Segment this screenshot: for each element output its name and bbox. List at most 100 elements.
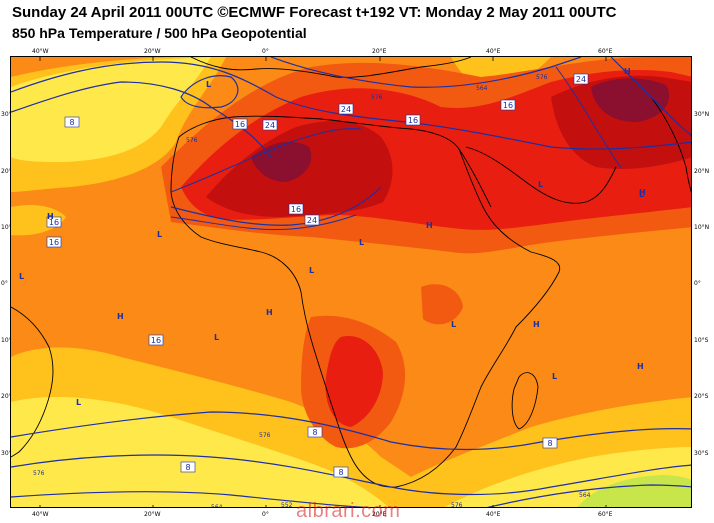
low-center: L [214,333,219,342]
lon-label-bottom: 40°E [486,511,501,518]
geopotential-label: 576 [451,502,463,508]
graticule-ticks [39,57,607,507]
isotherm-line [555,66,622,168]
lon-label-bottom: 20°W [144,511,161,518]
watermark: albrari.com [296,500,401,522]
india-coastline [650,96,691,193]
temp-label: 24 [576,75,586,84]
temp-field-0-8 [11,397,389,507]
lon-label-top: 40°E [486,48,501,55]
contour-line [180,75,239,109]
lat-label-left: 20°N [1,168,17,175]
contour-line [270,57,582,88]
temp-label: 16 [49,238,59,247]
geopotential-labels: 576 576 564 576 576 576 564 552 576 564 [33,74,591,508]
high-center: H [533,320,540,329]
low-center: L [157,230,162,239]
lon-label-bottom: 20°E [372,511,387,518]
lon-label-bottom: 40°W [32,511,49,518]
temp-label-box: 24 [338,103,354,115]
low-center: L [206,80,211,89]
temp-label-box: 8 [180,461,196,473]
temp-label: 24 [307,216,317,225]
temp-label: 16 [235,120,245,129]
lat-label-right: 20°N [694,168,710,175]
contour-line [11,61,691,150]
high-center: H [426,221,433,230]
temp-label-box: 16 [232,118,248,130]
temp-field-cool [577,475,691,507]
geopotential-label: 552 [281,502,293,508]
temp-field-24-28 [325,336,383,427]
lon-label-top: 40°W [32,48,49,55]
south-america-coastline [11,306,54,458]
weather-map: 8 16 24 16 24 16 24 16 24 16 16 16 8 8 8… [10,56,692,508]
temp-label: 24 [265,121,275,130]
low-center: L [639,190,644,199]
temp-label-box: 8 [542,437,558,449]
contour-line [11,491,369,507]
lon-label-top: 20°E [372,48,387,55]
temp-label: 24 [341,105,351,114]
temp-field-8-16 [11,205,66,236]
chart-subtitle: 850 hPa Temperature / 500 hPa Geopotenti… [12,25,307,41]
temp-field-32-plus [591,78,670,122]
lat-label-left: 20°S [1,393,16,400]
temperature-labels: 8 16 24 16 24 16 24 16 24 16 16 16 8 8 8… [46,73,589,478]
coastlines [11,57,691,488]
low-center: L [538,180,543,189]
temp-label: 16 [49,218,59,227]
high-center: H [47,212,54,221]
temp-label-box: 16 [46,236,62,248]
low-center: L [451,320,456,329]
temp-label-box: 16 [500,99,516,111]
red-sea-coastline [458,148,492,208]
temp-label-box: 24 [573,73,589,85]
lat-label-right: 10°S [694,337,709,344]
high-center: H [624,67,631,76]
chart-title: Sunday 24 April 2011 00UTC ©ECMWF Foreca… [12,4,617,21]
lat-label-left: 10°S [1,337,16,344]
geopotential-label: 564 [211,504,223,508]
temp-label: 8 [185,463,190,472]
temp-label: 16 [503,101,513,110]
europe-coastline [190,57,472,78]
geopotential-label: 564 [579,492,591,499]
temp-label: 8 [69,118,74,127]
temp-label-box: 16 [405,114,421,126]
lat-label-right: 0° [694,280,701,287]
temp-label-box: 8 [307,426,323,438]
low-center: L [19,272,24,281]
low-center: L [552,372,557,381]
high-center: H [637,362,644,371]
temp-label-box: 16 [46,216,62,228]
lon-label-bottom: 0° [262,511,269,518]
geopotential-label: 576 [259,432,271,439]
lon-label-top: 20°W [144,48,161,55]
temp-label: 8 [338,468,343,477]
temp-label-box: 16 [148,334,164,346]
lat-label-right: 20°S [694,393,709,400]
isotherm-line [170,128,362,193]
temp-field-0-8 [11,57,211,162]
geopotential-label: 576 [371,94,383,101]
temp-label-box: 16 [288,203,304,215]
contour-line [170,186,382,226]
temperature-isotherms [170,66,622,230]
lon-label-top: 60°E [598,48,613,55]
arabian-peninsula-coastline [465,146,617,204]
high-center: H [639,188,646,197]
geopotential-label: 576 [536,74,548,81]
lon-label-bottom: 60°E [598,511,613,518]
madagascar-coastline [511,372,539,430]
contour-line [11,411,691,451]
lon-label-top: 0° [262,48,269,55]
lat-label-right: 10°N [694,224,710,231]
contour-line [486,484,691,507]
temp-label-box: 8 [333,466,349,478]
temp-label: 16 [291,205,301,214]
temp-label: 16 [408,116,418,125]
temp-label: 8 [547,439,552,448]
low-center: L [359,238,364,247]
geopotential-label: 564 [476,85,488,92]
